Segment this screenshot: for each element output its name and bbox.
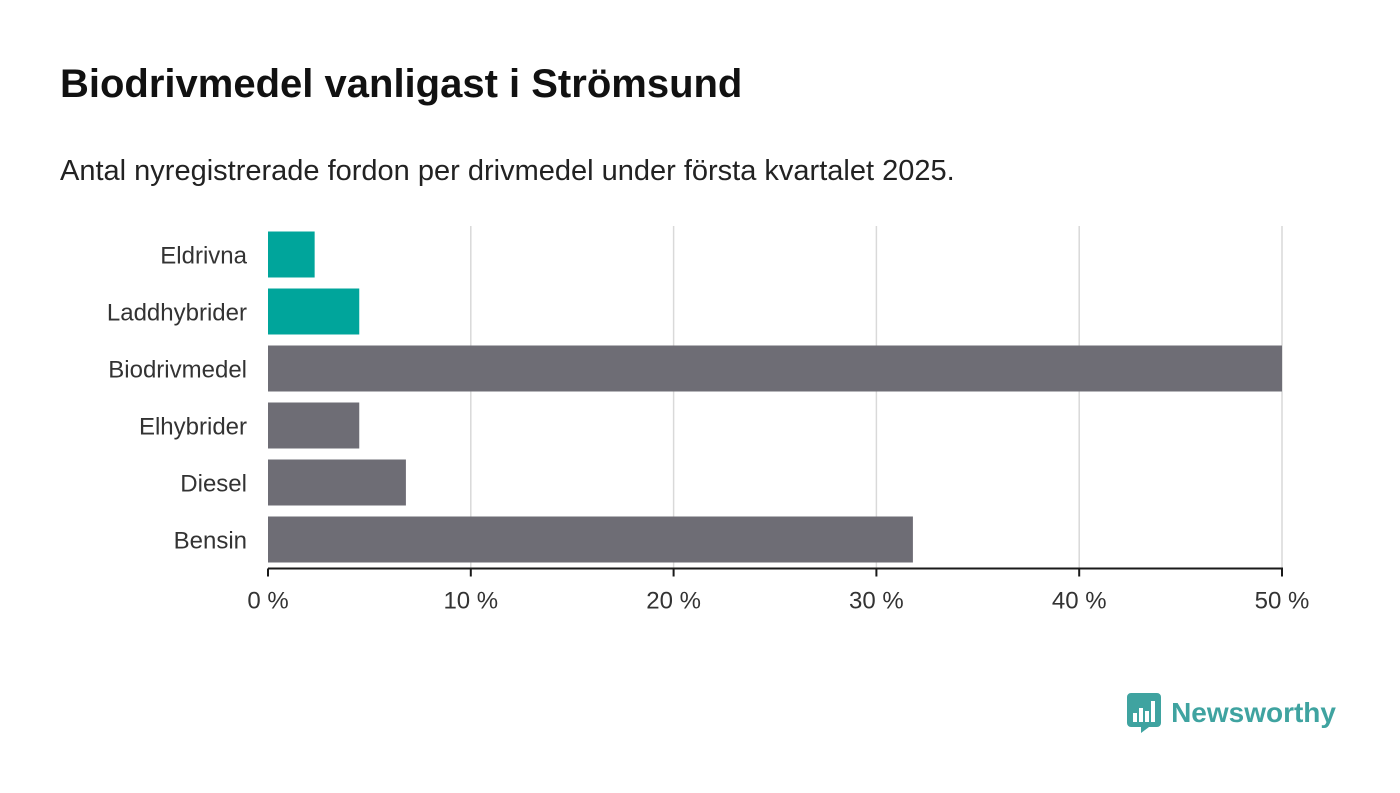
category-label: Eldrivna bbox=[160, 243, 247, 270]
bar-chart: Eldrivna Laddhybrider Biodrivmedel Elhybrid… bbox=[107, 226, 1310, 615]
x-tick-label: 10 % bbox=[443, 588, 498, 615]
category-label: Bensin bbox=[174, 528, 247, 555]
x-tick-label: 0 % bbox=[247, 588, 288, 615]
chart-subtitle: Antal nyregistrerade fordon per drivmede… bbox=[60, 155, 955, 187]
brand-logo: Newsworthy bbox=[1127, 693, 1336, 733]
category-label: Laddhybrider bbox=[107, 300, 247, 327]
category-label: Biodrivmedel bbox=[108, 357, 247, 384]
bar bbox=[268, 459, 406, 506]
bar bbox=[268, 402, 360, 449]
category-label: Diesel bbox=[180, 471, 247, 498]
bar bbox=[268, 516, 913, 563]
x-tick-label: 30 % bbox=[849, 588, 904, 615]
bar bbox=[268, 288, 360, 335]
x-tick-label: 50 % bbox=[1255, 588, 1310, 615]
x-tick-label: 20 % bbox=[646, 588, 701, 615]
x-tick-label: 40 % bbox=[1052, 588, 1107, 615]
newsworthy-logo-icon bbox=[1127, 693, 1162, 733]
bar bbox=[268, 345, 1282, 392]
brand-name: Newsworthy bbox=[1171, 697, 1336, 728]
bar bbox=[268, 231, 315, 278]
chart-title: Biodrivmedel vanligast i Strömsund bbox=[60, 62, 743, 106]
category-label: Elhybrider bbox=[139, 414, 247, 441]
